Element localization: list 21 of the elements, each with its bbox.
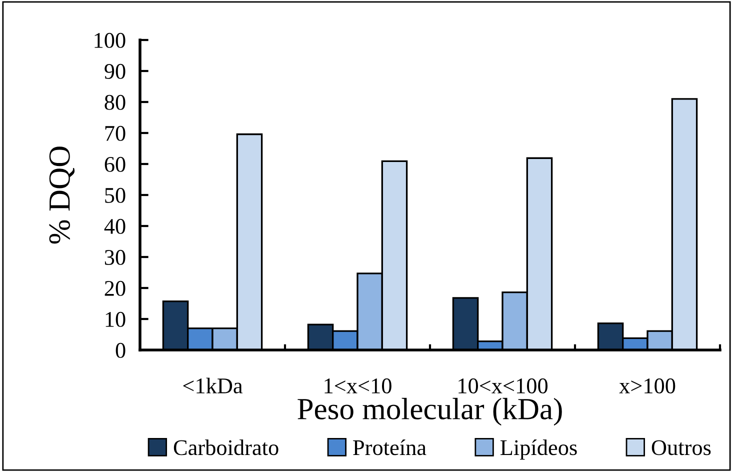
y-tick-label: 50: [105, 188, 126, 203]
x-tick-label: <1kDa: [183, 378, 243, 394]
legend-label: Carboidrato: [174, 440, 278, 456]
legend-label: Lipídeos: [500, 439, 577, 460]
x-tick-label: x>100: [619, 378, 676, 394]
legend-label: Proteína: [353, 439, 426, 456]
y-tick-label: 20: [104, 280, 126, 296]
y-tick-label: 30: [104, 250, 126, 265]
y-axis-title: % DQO: [49, 146, 75, 244]
y-tick-label: 10: [106, 312, 126, 327]
y-tick-label: 60: [104, 156, 126, 172]
y-tick-label: 40: [104, 218, 126, 234]
x-axis-title: Peso molecular (kDa): [298, 398, 562, 426]
y-tick-label: 90: [104, 64, 126, 79]
legend-label: Outros: [652, 440, 711, 456]
y-tick-label: 70: [105, 126, 126, 141]
y-tick-label: 80: [104, 94, 126, 110]
y-tick-label: 0: [116, 342, 126, 358]
x-tick-label: 1<x<10: [324, 378, 392, 394]
y-tick-label: 100: [94, 32, 126, 48]
x-tick-label: 10<x<100: [458, 378, 548, 394]
